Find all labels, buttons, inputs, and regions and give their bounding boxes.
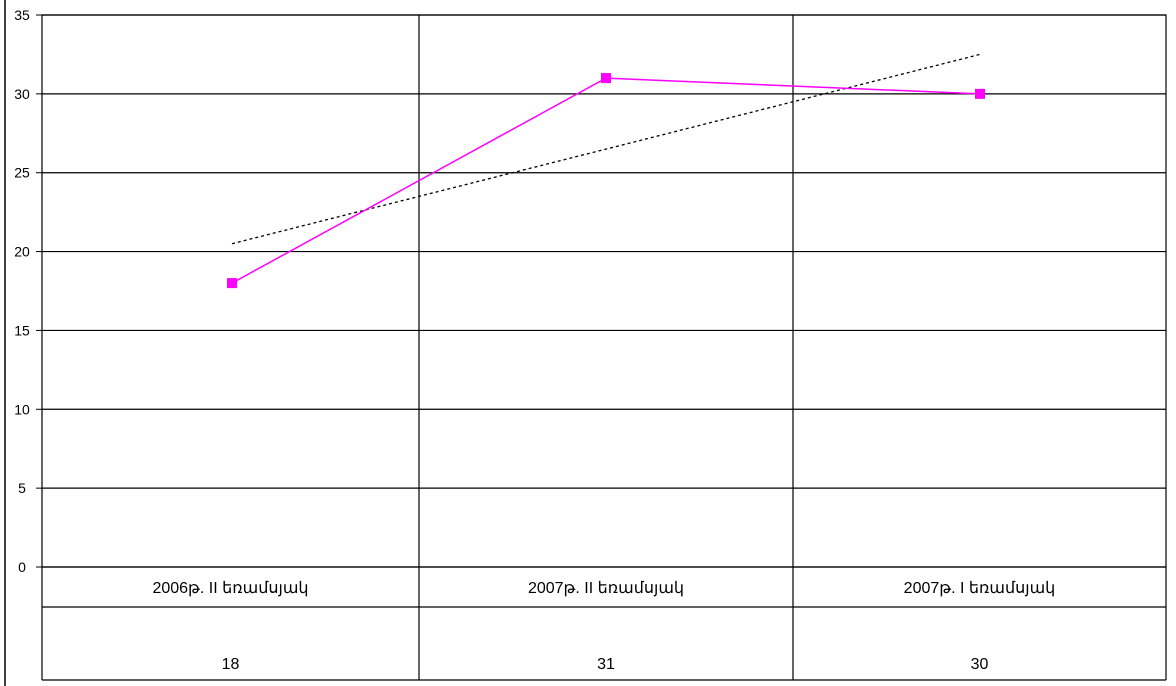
category-label: 2006թ. II եռամսյակ bbox=[152, 580, 308, 597]
trendline-path bbox=[231, 53, 981, 245]
y-tick-label: 20 bbox=[14, 244, 30, 260]
plot-border bbox=[41, 14, 1167, 568]
trendline bbox=[231, 53, 981, 245]
data-point-marker bbox=[601, 73, 611, 84]
y-tick-label: 35 bbox=[14, 7, 30, 23]
data-point-marker bbox=[227, 278, 237, 289]
data-table: 2006թ. II եռամսյակ 18 2007թ. II եռամսյակ 31… bbox=[41, 567, 1167, 681]
series-line bbox=[227, 73, 985, 289]
y-tick-label: 10 bbox=[14, 401, 30, 417]
y-tick-label: 5 bbox=[18, 480, 26, 496]
category-label: 2007թ. I եռամսյակ bbox=[904, 580, 1056, 597]
y-tick-label: 0 bbox=[18, 559, 26, 575]
table-value: 30 bbox=[971, 656, 989, 673]
y-axis: 0 5 10 15 20 25 30 35 bbox=[14, 7, 42, 575]
category-label: 2007թ. II եռամսյակ bbox=[528, 580, 684, 597]
data-point-marker bbox=[975, 88, 985, 99]
y-tick-label: 15 bbox=[14, 322, 30, 338]
table-value: 31 bbox=[597, 656, 615, 673]
table-value: 18 bbox=[222, 656, 240, 673]
y-tick-label: 30 bbox=[14, 86, 30, 102]
y-tick-label: 25 bbox=[14, 165, 30, 181]
gridlines bbox=[42, 14, 1166, 680]
